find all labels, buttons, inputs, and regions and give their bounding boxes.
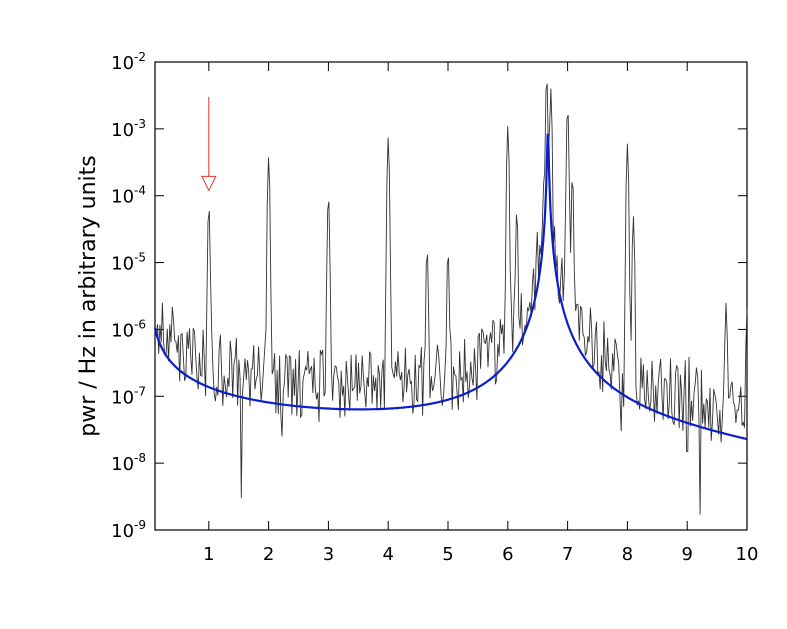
x-tick-label: 4 [382,544,393,565]
x-tick-label: 5 [442,544,453,565]
plot-frame [154,61,748,531]
x-tick-labels: 1 2 3 4 5 6 7 8 9 10 [203,544,758,565]
y-tick-labels: 10-9 10-8 10-7 10-6 10-5 10-4 10-3 10-2 [111,50,146,542]
y-axis-title: pwr / Hz in arbitrary units [76,155,101,436]
spectrum-series [154,83,748,515]
y-tick-label: 10-2 [111,50,146,74]
x-tick-label: 3 [323,544,334,565]
fit-line [153,133,748,441]
y-tick-label: 10-5 [111,251,146,275]
y-tick-label: 10-4 [111,184,146,208]
annotations [201,96,217,192]
y-tick-label: 10-7 [111,384,146,408]
x-tick-label: 9 [681,544,692,565]
arrow-head [201,175,217,192]
fit-series [153,133,748,441]
y-tick-label: 10-8 [111,451,146,475]
y-tick-label: 10-9 [111,518,146,542]
x-tick-label: 10 [736,544,759,565]
axis-ticks [155,61,747,531]
spectrum-line [154,83,748,515]
y-tick-label: 10-6 [111,317,146,341]
x-tick-label: 1 [203,544,214,565]
x-tick-label: 7 [562,544,573,565]
x-tick-label: 8 [622,544,633,565]
y-tick-label: 10-3 [111,117,146,141]
x-tick-label: 6 [502,544,513,565]
x-tick-label: 2 [263,544,274,565]
